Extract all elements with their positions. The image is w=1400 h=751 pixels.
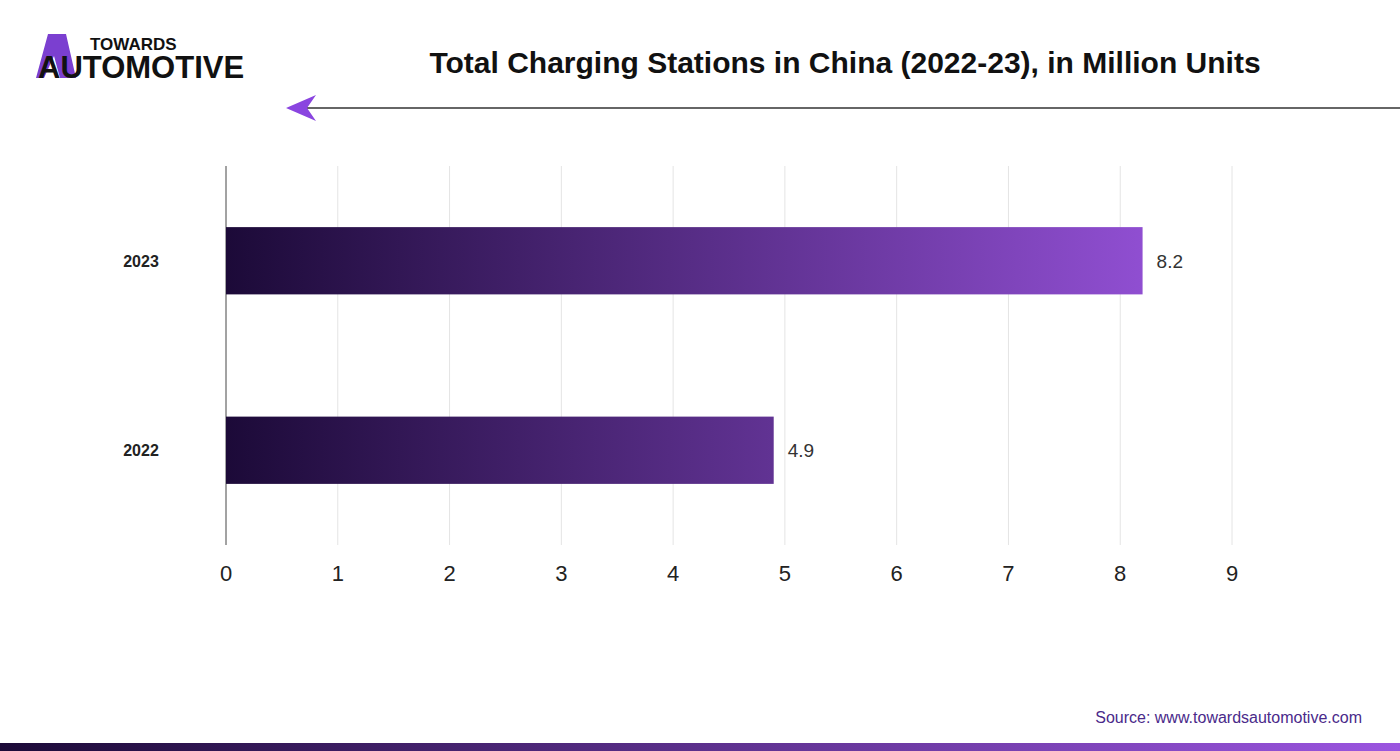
x-tick-label: 7: [1002, 561, 1014, 586]
bar: [226, 417, 774, 484]
x-tick-label: 6: [891, 561, 903, 586]
footer-strip: [0, 743, 1400, 751]
bar: [226, 227, 1143, 294]
x-tick-label: 5: [779, 561, 791, 586]
x-tick-label: 8: [1114, 561, 1126, 586]
grid-line: [1008, 166, 1009, 545]
chart-root: TOWARDSAUTOMOTIVETotal Charging Stations…: [0, 0, 1400, 751]
y-tick-label: 2023: [123, 253, 159, 270]
data-label: 8.2: [1157, 251, 1183, 272]
data-label: 4.9: [788, 440, 814, 461]
page: {"chart_data": {"type": "bar", "orientat…: [0, 0, 1400, 751]
grid-line: [561, 166, 562, 545]
header-line: [300, 107, 1400, 109]
source-text: Source: www.towardsautomotive.com: [1095, 709, 1362, 726]
y-axis-line: [226, 166, 227, 545]
grid: [226, 166, 1232, 545]
bars: [226, 227, 1143, 484]
x-tick-label: 9: [1226, 561, 1238, 586]
chart-svg: TOWARDSAUTOMOTIVETotal Charging Stations…: [0, 0, 1400, 751]
x-tick-label: 4: [667, 561, 679, 586]
x-tick-label: 3: [555, 561, 567, 586]
grid-line: [896, 166, 897, 545]
x-tick-label: 2: [443, 561, 455, 586]
grid-line: [673, 166, 674, 545]
chart-title: Total Charging Stations in China (2022-2…: [429, 46, 1260, 79]
header-arrow: [286, 95, 316, 121]
x-tick-label: 1: [332, 561, 344, 586]
grid-line: [449, 166, 450, 545]
background: [0, 0, 1400, 751]
grid-line: [1120, 166, 1121, 545]
grid-line: [1232, 166, 1233, 545]
x-tick-label: 0: [220, 561, 232, 586]
grid-line: [337, 166, 338, 545]
y-tick-label: 2022: [123, 442, 159, 459]
logo-text: AUTOMOTIVE: [38, 50, 244, 85]
grid-line: [226, 166, 227, 545]
grid-line: [784, 166, 785, 545]
